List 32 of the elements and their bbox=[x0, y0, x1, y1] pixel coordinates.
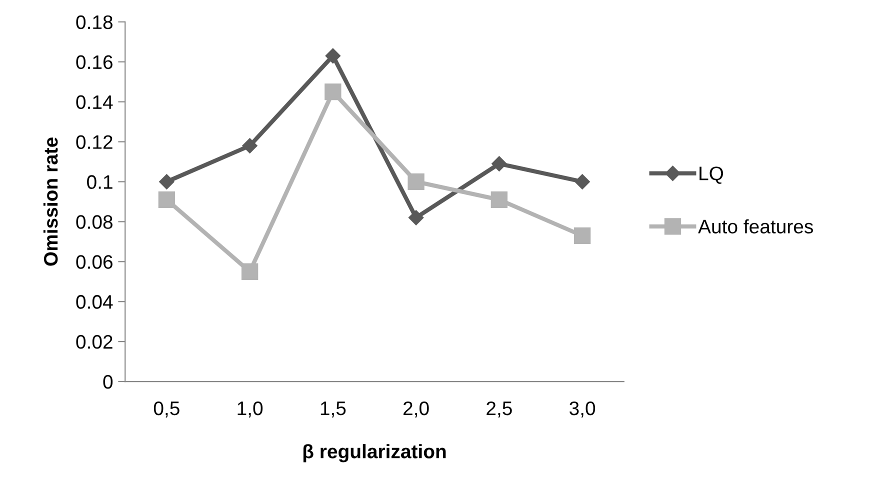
point bbox=[408, 173, 424, 190]
x-tick-label: 1,5 bbox=[320, 402, 346, 418]
point bbox=[490, 191, 508, 208]
legend-label: Auto features bbox=[698, 219, 813, 234]
point bbox=[325, 48, 341, 64]
x-tick-label: 3,0 bbox=[570, 401, 596, 418]
x-tick-label: 2,5 bbox=[486, 401, 512, 418]
point bbox=[241, 263, 258, 280]
point bbox=[242, 138, 258, 154]
point bbox=[408, 210, 424, 226]
point bbox=[158, 191, 176, 208]
y-tick-label: 0.12 bbox=[76, 135, 112, 149]
y-tick-label: 0.16 bbox=[76, 55, 112, 70]
x-tick-label: 1,0 bbox=[238, 401, 263, 418]
x-tick-label: 2,0 bbox=[404, 401, 429, 418]
point bbox=[159, 174, 174, 190]
y-tick-label: 0.14 bbox=[76, 95, 113, 110]
y-tick-label: 0.04 bbox=[76, 295, 113, 309]
point bbox=[324, 83, 342, 100]
point bbox=[574, 227, 591, 244]
y-tick-label: 0 bbox=[103, 374, 113, 389]
legend-label: LQ bbox=[700, 166, 724, 184]
point bbox=[492, 156, 507, 172]
y-tick-label: 0.02 bbox=[76, 335, 112, 349]
y-tick-label: 0.06 bbox=[76, 255, 112, 269]
y-tick-label: 0.1 bbox=[87, 175, 112, 189]
y-tick-label: 0.18 bbox=[76, 15, 112, 30]
x-tick-label: 0,5 bbox=[154, 401, 180, 418]
y-tick-label: 0.08 bbox=[76, 215, 112, 229]
y-axis-title: Omission rate bbox=[43, 138, 58, 266]
point bbox=[574, 174, 590, 190]
x-axis-title: β regularization bbox=[303, 444, 446, 462]
